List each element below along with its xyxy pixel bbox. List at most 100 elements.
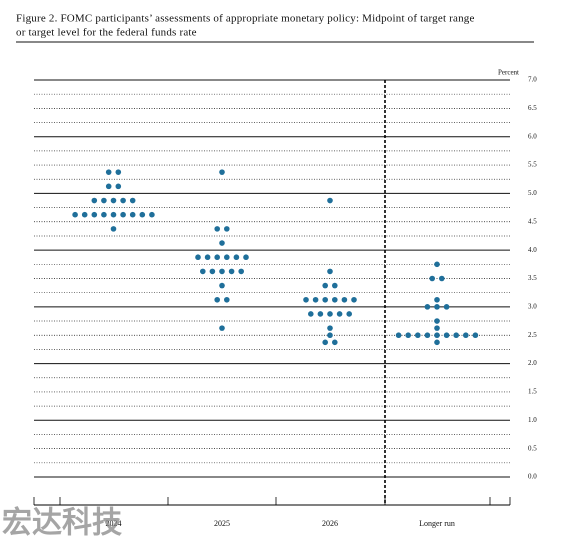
dot [322,339,329,346]
dot [233,254,240,261]
dot [115,169,122,175]
dot [91,197,98,204]
dot [110,226,117,232]
x-tick-label: Longer run [419,519,455,528]
dot [91,211,98,218]
y-tick-label: 3.5 [528,274,537,282]
dot [120,211,126,218]
dot [120,197,126,204]
dot [327,268,333,275]
dot [209,268,216,275]
dot [129,197,136,204]
dot [453,332,460,339]
dot [472,332,479,339]
dot [139,211,146,218]
dot [219,169,225,175]
dot [219,240,225,246]
dot [219,268,225,275]
y-axis-label: Percent [498,69,519,77]
chart-title: or target level for the federal funds ra… [16,27,197,39]
y-tick-label: 6.0 [528,132,537,140]
dot [443,304,450,310]
x-tick-label: 2025 [214,519,230,528]
y-tick-label: 1.0 [528,416,537,424]
y-tick-label: 7.0 [528,76,537,84]
y-tick-label: 2.0 [528,359,537,367]
dot [351,296,357,303]
chart-title: Figure 2. FOMC participants’ assessments… [16,13,475,25]
dot [308,311,314,317]
dot [327,325,333,331]
dot [346,311,353,317]
dot [101,197,107,204]
dot [322,296,329,303]
dot [312,296,319,303]
dot [434,339,440,346]
dot [327,311,333,317]
dot [424,332,431,339]
dot [322,282,329,289]
dot [443,332,450,339]
y-tick-label: 5.0 [528,189,537,197]
dot [332,282,338,289]
dot [110,211,117,218]
dot [214,254,220,261]
dot [463,332,469,339]
dot [341,296,348,303]
watermark: 宏达科技 [2,506,122,541]
dot [434,332,440,339]
dot [101,211,107,218]
dot [224,254,230,261]
dot [434,304,440,310]
dot [434,296,440,303]
dot [214,296,220,303]
x-tick-label: 2024 [106,519,122,528]
dot [424,304,431,310]
dot [110,197,117,204]
y-tick-label: 4.0 [528,246,537,254]
dot [434,318,440,324]
dot [224,226,230,232]
dot [219,325,225,331]
dot [195,254,201,261]
dot [219,282,225,289]
y-tick-label: 1.5 [528,388,537,396]
x-tick-label: 2026 [322,519,338,528]
dot [303,296,309,303]
dot [149,211,155,218]
dot [434,325,440,331]
y-tick-label: 3.0 [528,302,537,310]
dot [336,311,343,317]
y-tick-label: 4.5 [528,217,537,225]
dot [105,169,112,175]
dot [243,254,249,261]
y-tick-label: 0.5 [528,444,537,452]
dot [72,211,78,218]
dot [228,268,235,275]
dot [327,197,333,204]
dot [327,332,333,339]
dot [434,261,440,268]
dot [395,332,402,339]
dot [317,311,324,317]
dot [439,275,445,282]
y-tick-label: 6.5 [528,104,537,112]
dot [405,332,412,339]
dot [224,296,230,303]
y-tick-label: 5.5 [528,161,537,169]
y-tick-label: 2.5 [528,331,537,339]
dot [200,268,206,275]
dot [105,183,112,190]
dot [332,296,338,303]
dot [238,268,244,275]
dot [429,275,436,282]
dot [129,211,136,218]
y-tick-label: 0.0 [528,473,537,481]
dot [81,211,88,218]
dot [115,183,122,190]
dot [204,254,211,261]
dot [415,332,421,339]
dot [332,339,338,346]
dot [214,226,220,232]
